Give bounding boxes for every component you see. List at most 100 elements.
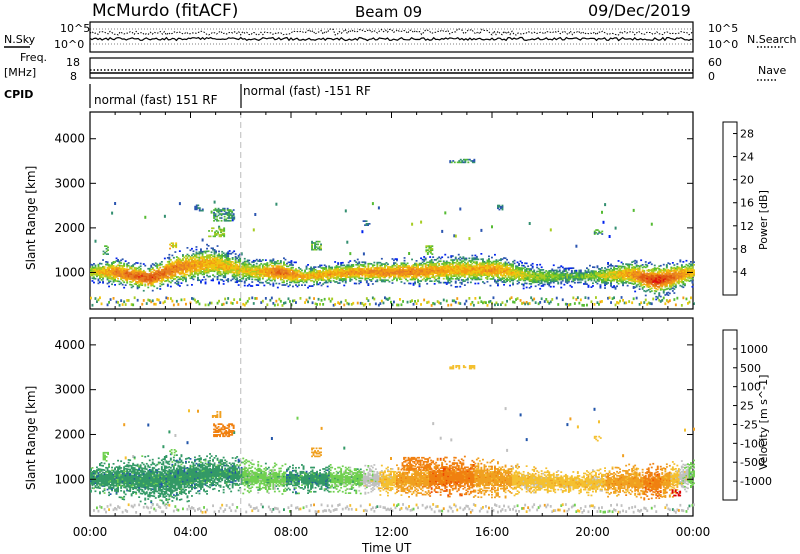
power-cell bbox=[204, 269, 207, 272]
power-cell bbox=[528, 287, 531, 289]
power-cell bbox=[219, 262, 222, 265]
power-cell bbox=[160, 283, 163, 286]
power-cell bbox=[346, 273, 349, 276]
power-cell bbox=[257, 280, 260, 282]
power-cell bbox=[570, 274, 573, 276]
power-cell bbox=[516, 274, 519, 277]
power-cell bbox=[263, 268, 266, 271]
power-cell bbox=[622, 265, 624, 268]
power-cell bbox=[117, 275, 119, 277]
power-cell bbox=[468, 270, 471, 273]
power-cell bbox=[589, 276, 591, 279]
power-cell bbox=[491, 263, 493, 266]
power-cell bbox=[326, 272, 329, 274]
power-cell bbox=[252, 265, 255, 267]
power-cell bbox=[120, 271, 123, 274]
freq-label: Freq. bbox=[20, 51, 47, 64]
power-cell bbox=[549, 269, 552, 272]
power-cell bbox=[296, 269, 299, 272]
power-cell bbox=[281, 276, 284, 278]
power-cell bbox=[185, 273, 187, 276]
power-cell bbox=[191, 266, 193, 269]
power-cell bbox=[466, 262, 469, 265]
power-cell bbox=[166, 269, 169, 271]
power-cell bbox=[447, 269, 450, 272]
power-cell bbox=[278, 297, 281, 301]
power-cell bbox=[195, 248, 198, 251]
power-cell bbox=[145, 274, 148, 277]
power-cell bbox=[153, 278, 156, 281]
power-cell bbox=[118, 268, 121, 271]
power-cell bbox=[501, 269, 504, 271]
power-cell bbox=[118, 280, 121, 283]
power-cell bbox=[93, 263, 95, 265]
power-cell bbox=[614, 273, 617, 275]
power-cell bbox=[466, 268, 469, 270]
power-cell bbox=[515, 265, 517, 267]
power-cell bbox=[338, 270, 341, 272]
power-cell bbox=[186, 257, 189, 260]
power-cell bbox=[228, 259, 231, 262]
power-cell bbox=[323, 271, 326, 273]
power-cell bbox=[579, 270, 582, 273]
power-cell bbox=[239, 264, 242, 266]
power-cell bbox=[510, 276, 513, 279]
power-cell bbox=[445, 263, 448, 265]
power-cell bbox=[177, 266, 180, 269]
power-cell bbox=[504, 268, 507, 270]
power-cell bbox=[564, 269, 567, 271]
power-cell bbox=[172, 266, 175, 268]
power-cell bbox=[560, 286, 563, 289]
power-cell bbox=[576, 272, 579, 275]
power-cell bbox=[150, 278, 153, 280]
power-cell bbox=[171, 276, 174, 278]
power-cell bbox=[465, 269, 468, 272]
power-cell bbox=[610, 283, 612, 286]
power-cell bbox=[263, 284, 266, 287]
power-cell bbox=[257, 272, 260, 274]
power-cell bbox=[421, 278, 424, 281]
power-cell bbox=[341, 279, 344, 281]
power-cell bbox=[289, 269, 291, 272]
power-cell bbox=[608, 264, 611, 267]
power-cell bbox=[411, 277, 413, 279]
power-cell bbox=[427, 273, 430, 276]
power-cell bbox=[497, 276, 499, 279]
power-cell bbox=[276, 286, 279, 289]
power-cell bbox=[411, 276, 413, 278]
power-cell bbox=[539, 278, 542, 281]
power-cell bbox=[322, 273, 325, 276]
power-cell bbox=[444, 211, 447, 215]
power-cell bbox=[177, 257, 180, 259]
power-cell bbox=[188, 258, 190, 261]
power-cell bbox=[444, 253, 447, 256]
power-cell bbox=[472, 276, 475, 278]
power-cell bbox=[162, 266, 165, 268]
power-cell bbox=[412, 270, 415, 273]
power-cell bbox=[132, 277, 135, 280]
power-cell bbox=[453, 275, 456, 277]
power-cell bbox=[385, 297, 388, 301]
power-cell bbox=[457, 269, 460, 272]
power-cell bbox=[141, 276, 144, 278]
power-cell bbox=[635, 260, 638, 263]
power-cell bbox=[204, 266, 207, 269]
power-cell bbox=[400, 275, 403, 278]
power-cell bbox=[106, 270, 109, 273]
power-cell bbox=[379, 279, 382, 281]
power-cell bbox=[540, 274, 543, 277]
power-cell bbox=[222, 272, 225, 275]
power-cell bbox=[287, 278, 290, 281]
power-cell bbox=[414, 282, 416, 285]
power-cell bbox=[436, 277, 439, 280]
power-cell bbox=[364, 277, 367, 280]
power-cell bbox=[462, 269, 465, 272]
power-cell bbox=[182, 271, 184, 274]
power-cell bbox=[611, 278, 614, 281]
power-cell bbox=[346, 264, 349, 266]
power-cell bbox=[198, 256, 201, 259]
power-cell bbox=[581, 277, 584, 280]
power-cell bbox=[257, 266, 260, 269]
power-cell bbox=[299, 272, 302, 274]
power-cell bbox=[605, 275, 608, 277]
